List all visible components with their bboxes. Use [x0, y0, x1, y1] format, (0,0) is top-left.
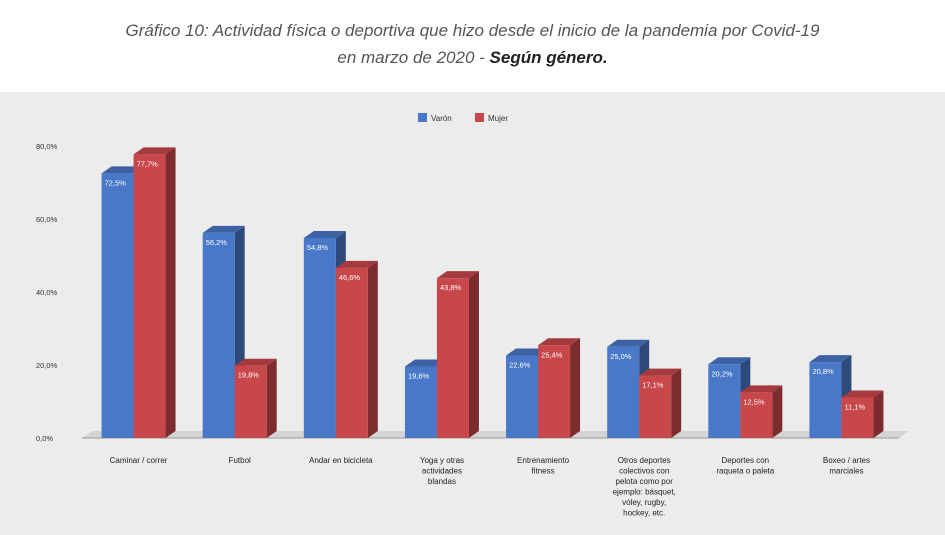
bar-1-5 [639, 375, 672, 438]
x-tick-label: blandas [428, 477, 456, 486]
bar-top [506, 348, 549, 356]
x-tick-label: colectivos con [619, 467, 669, 476]
bar-top [303, 230, 346, 238]
bar-0-2 [303, 237, 336, 438]
bar-side [772, 385, 783, 438]
data-label: 54,8% [307, 243, 329, 252]
x-tick-label: Boxeo / artes [823, 456, 870, 465]
x-tick-label: marciales [829, 467, 863, 476]
bar-top [436, 271, 479, 279]
bar-0-6 [708, 364, 741, 438]
legend-label-1: Mujer [488, 114, 508, 123]
data-label: 77,7% [137, 159, 159, 168]
data-label: 19,6% [408, 371, 430, 380]
chart-title-emphasis: Según género. [489, 48, 608, 67]
x-tick-label: hockey, etc. [623, 509, 665, 518]
x-tick-label: vóley, rugby, [622, 498, 666, 507]
y-tick-label: 60,0% [36, 215, 58, 224]
bar-1-2 [335, 267, 368, 438]
chart-floor [82, 431, 909, 438]
bar-1-0 [133, 154, 166, 438]
bar-top [335, 260, 378, 268]
chart-title-line1: Gráfico 10: Actividad física o deportiva… [125, 21, 820, 40]
data-label: 20,2% [711, 369, 733, 378]
bar-top [101, 166, 144, 174]
bar-side [367, 260, 378, 438]
y-tick-label: 40,0% [36, 288, 58, 297]
bar-1-7 [841, 397, 874, 438]
x-tick-label: Entrenamiento [517, 456, 570, 465]
bar-top [202, 225, 245, 233]
x-tick-label: Deportes con [722, 456, 770, 465]
data-label: 20,8% [812, 367, 834, 376]
bar-0-1 [202, 232, 235, 438]
bar-1-4 [538, 345, 571, 438]
bar-0-0 [101, 173, 134, 438]
data-label: 12,5% [743, 397, 765, 406]
x-tick-label: Otros deportes [618, 456, 671, 465]
bar-side [570, 338, 581, 438]
bar-top [708, 357, 751, 365]
bar-side [671, 368, 682, 438]
data-label: 22,6% [509, 361, 531, 370]
data-label: 46,6% [339, 273, 361, 282]
data-label: 19,8% [238, 371, 260, 380]
bar-top [133, 147, 176, 155]
x-tick-label: raqueta o paleta [716, 467, 774, 476]
bar-top [607, 339, 650, 347]
bar-top [538, 338, 581, 346]
bar-0-3 [404, 366, 437, 438]
data-label: 17,1% [642, 381, 664, 390]
y-tick-label: 0,0% [36, 434, 53, 443]
bar-side [266, 358, 277, 438]
data-label: 11,1% [844, 402, 865, 411]
bar-top [639, 368, 682, 376]
data-label: 25,0% [610, 352, 632, 361]
legend-swatch-1 [475, 113, 484, 122]
bar-side [165, 147, 176, 438]
bar-1-6 [740, 392, 773, 438]
x-tick-label: Futbol [229, 456, 251, 465]
x-tick-label: pelota como por [616, 477, 674, 486]
bar-side [873, 390, 884, 438]
x-tick-label: Caminar / correr [110, 456, 168, 465]
bar-0-7 [809, 362, 842, 438]
bar-0-4 [506, 355, 539, 438]
chart-title-line2: en marzo de 2020 - Según género. [0, 46, 945, 70]
y-tick-label: 20,0% [36, 361, 58, 370]
x-tick-label: fitness [532, 467, 555, 476]
bar-top [234, 358, 277, 366]
bar-1-3 [436, 278, 469, 438]
x-tick-label: ejemplo: básquet, [613, 488, 676, 497]
bar-top [841, 390, 884, 398]
bar-top [404, 359, 447, 367]
chart-title-prefix: en marzo de 2020 - [337, 48, 490, 67]
y-tick-label: 80,0% [36, 142, 58, 151]
x-tick-label: Andar en bicicleta [309, 456, 373, 465]
bar-1-1 [234, 365, 267, 438]
x-tick-label: Yoga y otras [420, 456, 464, 465]
bar-top [740, 385, 783, 393]
x-tick-label: actividades [422, 467, 462, 476]
data-label: 56,2% [206, 238, 228, 247]
bar-chart: 0,0% 20,0% 40,0% 60,0% 80,0% 72,5% 77,7% Camina… [36, 113, 909, 518]
bar-top [809, 355, 852, 363]
data-label: 43,8% [440, 283, 462, 292]
legend-swatch-0 [418, 113, 427, 122]
bar-side [468, 271, 479, 438]
data-label: 25,4% [541, 350, 563, 359]
data-label: 72,5% [105, 178, 127, 187]
legend-label-0: Varón [431, 114, 452, 123]
bar-0-5 [607, 346, 640, 438]
